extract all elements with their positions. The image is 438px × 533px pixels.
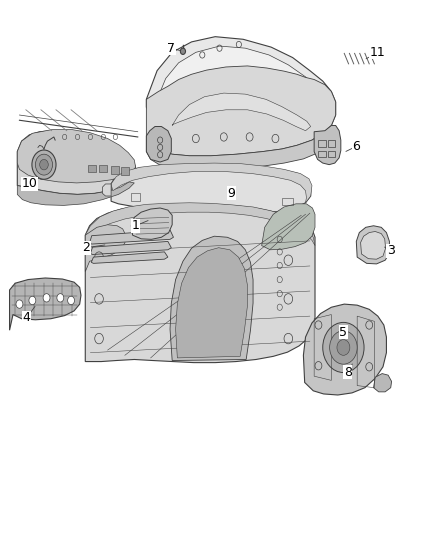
Text: 8: 8 <box>343 366 351 378</box>
Polygon shape <box>99 165 106 173</box>
Polygon shape <box>146 37 335 132</box>
Polygon shape <box>17 182 134 205</box>
Polygon shape <box>102 184 111 196</box>
Polygon shape <box>146 126 171 162</box>
Circle shape <box>43 294 50 302</box>
Polygon shape <box>90 241 171 254</box>
Circle shape <box>322 322 363 373</box>
Polygon shape <box>172 93 310 131</box>
Circle shape <box>57 294 64 302</box>
Circle shape <box>336 340 349 356</box>
Polygon shape <box>131 208 172 239</box>
Circle shape <box>32 150 56 179</box>
Text: 4: 4 <box>23 311 31 324</box>
Text: 7: 7 <box>167 42 175 55</box>
Polygon shape <box>314 125 340 165</box>
Circle shape <box>180 48 185 54</box>
Polygon shape <box>85 204 314 362</box>
Text: 5: 5 <box>339 326 346 339</box>
Polygon shape <box>373 374 391 392</box>
Polygon shape <box>89 230 173 244</box>
Text: 11: 11 <box>369 46 385 59</box>
Circle shape <box>35 154 53 175</box>
Polygon shape <box>261 204 314 250</box>
Circle shape <box>16 300 23 308</box>
Polygon shape <box>360 231 385 259</box>
Polygon shape <box>17 130 135 183</box>
Polygon shape <box>146 131 333 169</box>
Polygon shape <box>17 131 135 195</box>
Polygon shape <box>111 166 119 174</box>
Polygon shape <box>88 165 96 173</box>
Polygon shape <box>303 304 385 395</box>
Text: 3: 3 <box>386 244 394 257</box>
Polygon shape <box>111 165 310 215</box>
Polygon shape <box>85 203 314 246</box>
Circle shape <box>329 331 357 364</box>
Text: 9: 9 <box>227 187 235 200</box>
Polygon shape <box>10 278 81 330</box>
Text: 1: 1 <box>131 219 139 232</box>
Circle shape <box>29 296 36 305</box>
Polygon shape <box>111 163 311 203</box>
Circle shape <box>39 159 48 170</box>
Polygon shape <box>170 236 252 360</box>
Circle shape <box>67 296 74 305</box>
Polygon shape <box>175 248 247 358</box>
Polygon shape <box>91 252 167 263</box>
Polygon shape <box>146 66 335 156</box>
Text: 10: 10 <box>21 177 37 190</box>
Text: 2: 2 <box>82 241 90 254</box>
Polygon shape <box>121 167 129 175</box>
Polygon shape <box>356 226 389 264</box>
Text: 6: 6 <box>352 140 360 153</box>
Polygon shape <box>85 225 125 272</box>
Polygon shape <box>155 46 324 119</box>
